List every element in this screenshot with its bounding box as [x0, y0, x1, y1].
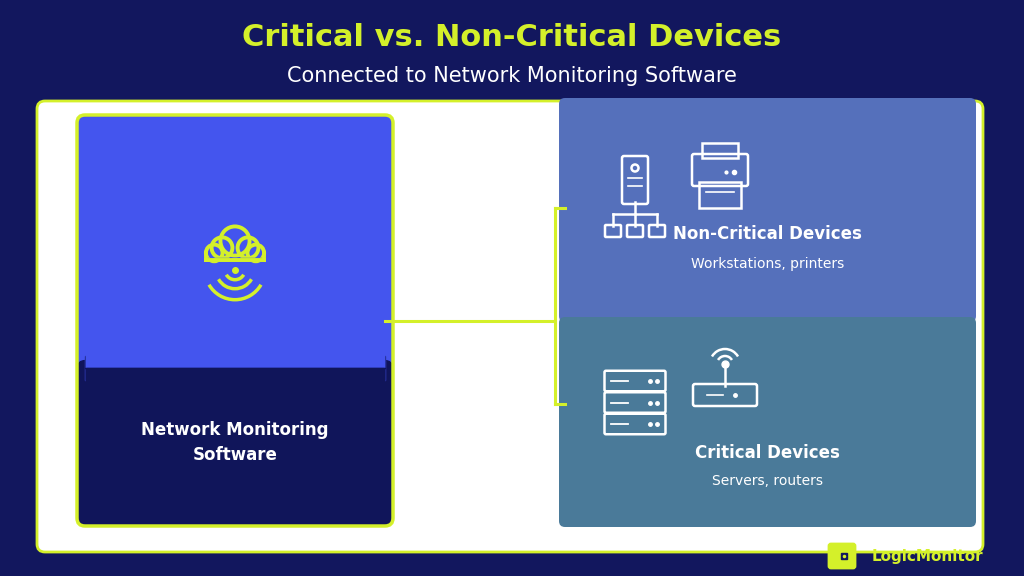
Bar: [85, 356, 385, 380]
FancyBboxPatch shape: [77, 115, 393, 376]
FancyBboxPatch shape: [37, 101, 983, 552]
Text: Connected to Network Monitoring Software: Connected to Network Monitoring Software: [287, 66, 737, 86]
Circle shape: [238, 237, 258, 258]
Bar: [86, 124, 384, 368]
Text: Network Monitoring
Software: Network Monitoring Software: [141, 422, 329, 464]
Bar: [207, 251, 263, 260]
Text: Critical vs. Non-Critical Devices: Critical vs. Non-Critical Devices: [243, 24, 781, 52]
FancyBboxPatch shape: [77, 360, 393, 526]
Circle shape: [248, 245, 264, 262]
Text: LogicMonitor: LogicMonitor: [872, 548, 984, 563]
FancyBboxPatch shape: [559, 98, 976, 322]
FancyBboxPatch shape: [559, 317, 976, 527]
Text: Servers, routers: Servers, routers: [712, 474, 823, 488]
Circle shape: [212, 237, 232, 258]
Text: Critical Devices: Critical Devices: [695, 444, 840, 462]
FancyBboxPatch shape: [829, 544, 855, 568]
Bar: [85, 356, 385, 380]
Bar: [206, 257, 264, 260]
Circle shape: [220, 226, 250, 256]
Text: Non-Critical Devices: Non-Critical Devices: [673, 225, 862, 243]
Circle shape: [206, 245, 222, 262]
Bar: [86, 368, 384, 517]
Text: Workstations, printers: Workstations, printers: [691, 257, 844, 271]
